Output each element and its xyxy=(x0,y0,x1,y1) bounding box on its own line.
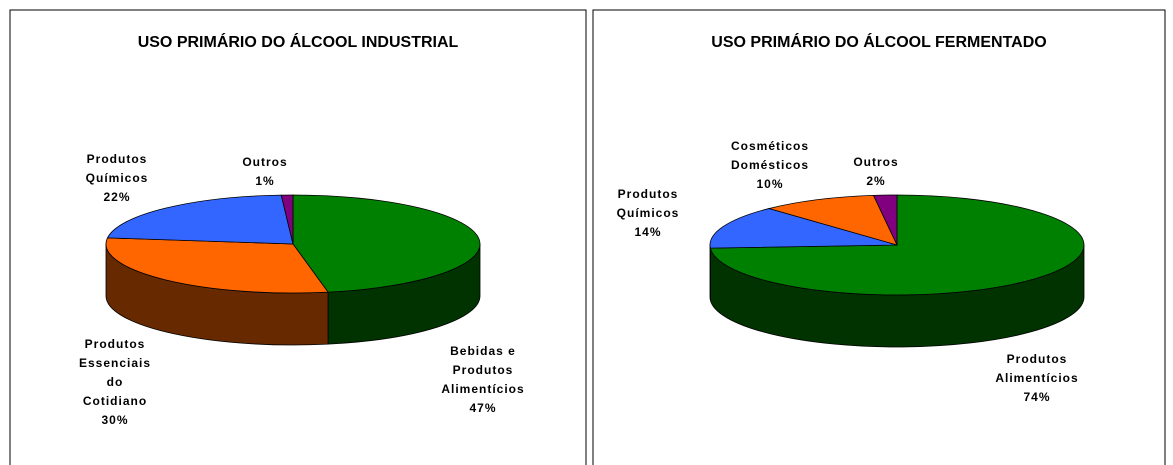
value-label: 2% xyxy=(866,174,886,188)
slice-label: Bebidas e Produtos Alimentícios 47% xyxy=(423,342,543,418)
slice-label: Outros 1% xyxy=(235,153,295,191)
slice xyxy=(292,194,481,293)
slice-label: Produtos Químicos 14% xyxy=(608,185,688,242)
chart-title: USO PRIMÁRIO DO ÁLCOOL INDUSTRIAL xyxy=(137,34,459,51)
slice xyxy=(280,194,294,245)
category-label: Produtos Alimentícios xyxy=(995,352,1079,385)
value-label: 14% xyxy=(634,225,662,239)
value-label: 30% xyxy=(101,413,129,427)
panel-border xyxy=(9,9,587,465)
chart-title: USO PRIMÁRIO DO ÁLCOOL FERMENTADO xyxy=(711,34,1047,51)
category-label: Cosméticos Domésticos xyxy=(730,139,810,172)
value-label: 10% xyxy=(756,177,784,191)
value-label: 47% xyxy=(469,401,497,415)
slice-label: Produtos Químicos 22% xyxy=(72,150,162,207)
slice-label: Produtos Essenciais do Cotidiano 30% xyxy=(75,335,155,430)
slice xyxy=(106,194,294,245)
slice-label: Produtos Alimentícios 74% xyxy=(977,350,1097,407)
category-label: Produtos Químicos xyxy=(85,152,149,185)
panel-border xyxy=(592,9,1166,465)
value-label: 1% xyxy=(255,174,275,188)
slice xyxy=(767,194,898,246)
slice xyxy=(872,194,898,246)
category-label: Bebidas e Produtos Alimentícios xyxy=(441,344,525,396)
slice-label: Outros 2% xyxy=(846,153,906,191)
category-label: Produtos Químicos xyxy=(616,187,680,220)
category-label: Outros xyxy=(242,155,288,169)
category-label: Outros xyxy=(853,155,899,169)
slice xyxy=(709,208,898,249)
category-label: Produtos Essenciais do Cotidiano xyxy=(78,337,152,408)
slice xyxy=(105,237,329,294)
value-label: 74% xyxy=(1023,390,1051,404)
value-label: 22% xyxy=(103,190,131,204)
slice-label: Cosméticos Domésticos 10% xyxy=(720,137,820,194)
